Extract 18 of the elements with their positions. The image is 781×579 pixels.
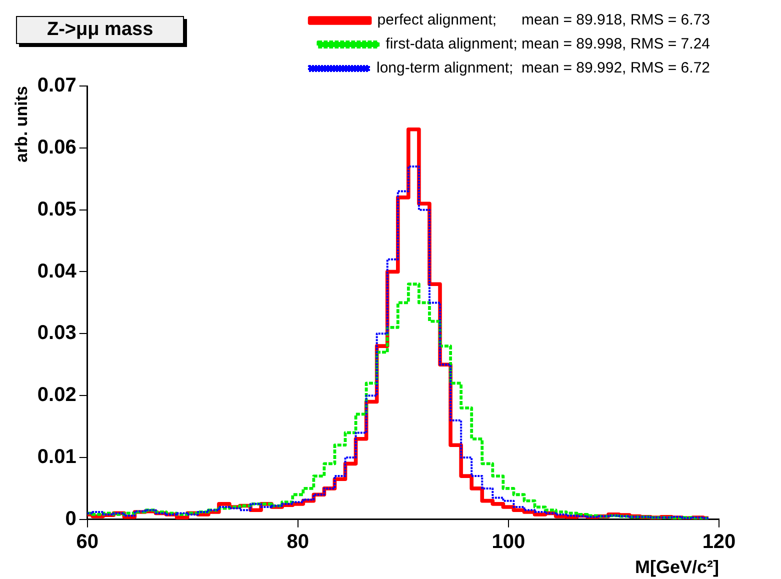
x-tick-label: 80 (286, 530, 310, 553)
x-tick-label: 120 (702, 530, 736, 553)
y-tick-label: 0.04 (37, 260, 78, 282)
y-tick-label: 0.05 (37, 198, 76, 220)
y-tick-label: 0.06 (37, 136, 76, 158)
y-tick-label: 0.03 (37, 322, 76, 344)
x-tick-label: 100 (492, 530, 526, 553)
legend-label: first-data alignment; mean = 89.998, RMS = 7.24 (386, 36, 710, 53)
legend-label: long-term alignment; mean = 89.992, RMS = 6.72 (376, 60, 710, 77)
x-axis-title: M[GeV/c²] (634, 557, 719, 578)
y-tick-label: 0 (65, 508, 76, 530)
chart-title: Z->μμ mass (16, 16, 184, 44)
y-tick-label: 0.01 (37, 446, 76, 468)
x-tick-label: 60 (76, 530, 98, 553)
y-axis-title: arb. units (12, 86, 31, 163)
legend-label: perfect alignment; mean = 89.918, RMS = 6.73 (377, 12, 710, 29)
y-tick-label: 0.02 (37, 384, 76, 406)
y-tick-label: 0.07 (37, 74, 76, 97)
